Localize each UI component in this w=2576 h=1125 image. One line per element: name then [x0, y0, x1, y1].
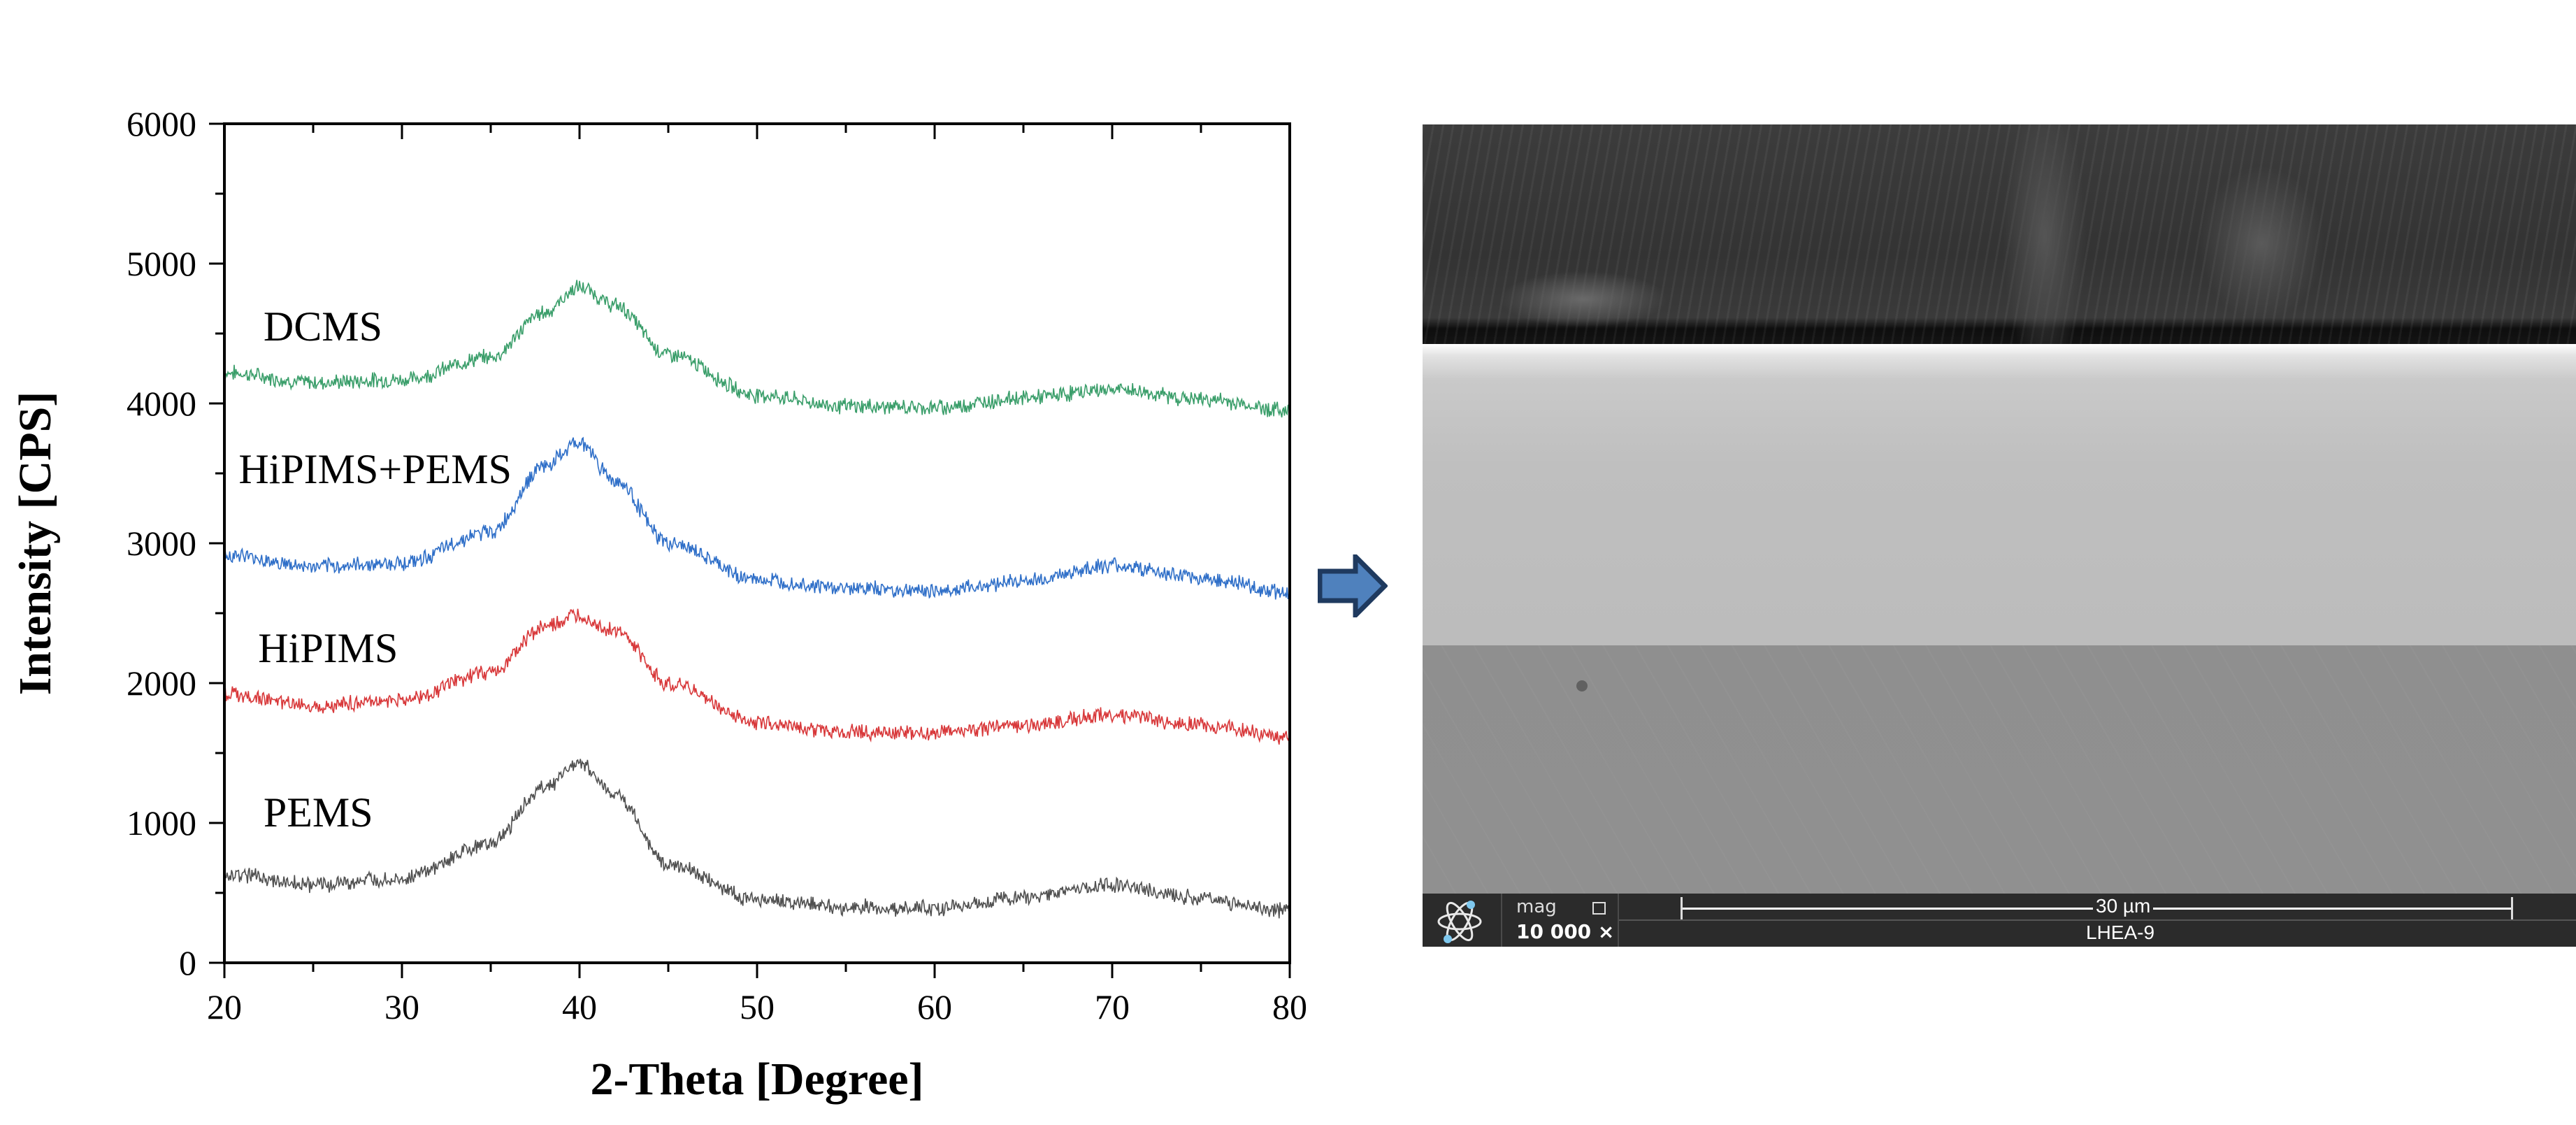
- xrd-curve-pems: [224, 759, 1290, 919]
- x-tick-label: 80: [1272, 987, 1307, 1026]
- sem-coating-layer: [1423, 344, 2576, 645]
- xrd-curve-dcms: [224, 280, 1290, 418]
- y-tick-label: 3000: [127, 524, 196, 563]
- x-tick-label: 70: [1095, 987, 1130, 1026]
- series-label: DCMS: [264, 303, 382, 350]
- y-tick-label: 0: [179, 943, 196, 982]
- x-tick-label: 30: [384, 987, 419, 1026]
- mag-label: mag: [1516, 896, 1557, 917]
- info-bar-divider: [1619, 919, 2576, 921]
- mag-checkbox-icon: [1592, 902, 1606, 915]
- x-tick-label: 50: [740, 987, 775, 1026]
- y-tick-label: 4000: [127, 384, 196, 423]
- series-labels: DCMS HiPIMS+PEMS HiPIMS PEMS: [238, 303, 512, 836]
- sem-top-fracture-layer: [1423, 124, 2576, 344]
- xrd-curves: [224, 280, 1290, 919]
- sample-name: LHEA-9: [2086, 922, 2155, 943]
- series-label: HiPIMS: [258, 625, 398, 671]
- xrd-chart: 20 30 40 50 60 70 800100020003000400050006000 …: [10, 104, 1307, 1105]
- y-axis-title: Intensity [CPS]: [10, 392, 61, 696]
- series-label: PEMS: [264, 789, 373, 836]
- x-axis-title: 2-Theta [Degree]: [590, 1054, 923, 1105]
- right-arrow-icon: [1318, 554, 1388, 617]
- xrd-curve-hipims: [224, 608, 1290, 745]
- x-tick-label: 40: [562, 987, 597, 1026]
- y-tick-label: 1000: [127, 803, 196, 843]
- x-tick-label: 60: [917, 987, 952, 1026]
- plot-frame: [223, 122, 1291, 964]
- y-tick-label: 5000: [127, 244, 196, 283]
- mag-value: 10 000 ×: [1516, 920, 1615, 943]
- atom-icon: [1437, 901, 1482, 943]
- sem-cross-section-image: mag 10 000 × 30 µm LHEA-9: [1423, 124, 2576, 947]
- x-tick-label: 20: [207, 987, 242, 1026]
- y-tick-label: 6000: [127, 104, 196, 143]
- xrd-curve-hipims-pems: [224, 436, 1290, 600]
- sem-info-bar: mag 10 000 × 30 µm LHEA-9: [1423, 894, 2576, 947]
- scale-bar-label: 30 µm: [2093, 895, 2154, 917]
- series-label: HiPIMS+PEMS: [238, 446, 512, 492]
- info-bar-divider: [1618, 894, 1619, 947]
- y-tick-label: 2000: [127, 664, 196, 703]
- info-bar-divider: [1501, 894, 1502, 947]
- scale-bar: 30 µm: [1681, 895, 2513, 919]
- sem-substrate-layer: [1423, 645, 2576, 894]
- chart-axes: 20 30 40 50 60 70 80 0 1000 2000 3000 4000 5000 6000: [127, 104, 1307, 1026]
